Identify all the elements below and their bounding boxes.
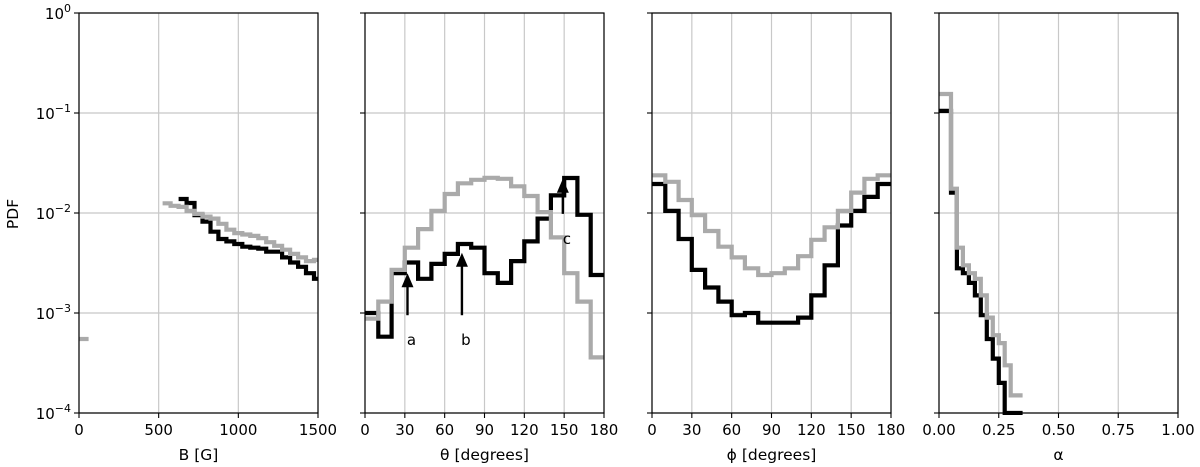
x-tick-label: 0.00 (922, 421, 955, 439)
x-axis-label: θ [degrees] (440, 446, 529, 464)
x-tick-label: 150 (550, 421, 579, 439)
x-tick-label: 1000 (219, 421, 257, 439)
series-black-1 (652, 181, 891, 325)
x-axis-label: α (1053, 446, 1063, 464)
x-tick-label: 500 (144, 421, 173, 439)
x-tick-label: 0.25 (982, 421, 1015, 439)
x-tick-label: 180 (877, 421, 906, 439)
x-tick-label: 60 (435, 421, 454, 439)
x-tick-label: 180 (590, 421, 619, 439)
x-tick-label: 0 (647, 421, 657, 439)
x-tick-label: 30 (682, 421, 701, 439)
panel-2: a b c 0 30 60 90 120 150 180 θ [degrees] (360, 12, 619, 464)
y-tick-label: 10−4 (36, 402, 71, 423)
y-tick-label: 100 (45, 2, 71, 23)
series-gray-2 (365, 175, 604, 360)
x-tick-label: 120 (510, 421, 539, 439)
arrow-head (455, 252, 468, 267)
y-tick-label: 10−1 (36, 102, 71, 123)
x-tick-label: 60 (722, 421, 741, 439)
y-axis-label: PDF (4, 199, 22, 229)
arrow-annotation-a: a (401, 273, 416, 349)
x-tick-label: 0 (74, 421, 84, 439)
y-tick-label: 10−2 (36, 202, 71, 223)
arrow-annotation-b: b (455, 252, 471, 349)
x-tick-label: 0 (360, 421, 370, 439)
arrow-head (556, 178, 569, 193)
annotation-label: c (563, 230, 571, 248)
x-tick-label: 90 (762, 421, 781, 439)
series-gray-2 (162, 201, 318, 264)
x-tick-label: 0.75 (1102, 421, 1135, 439)
annotation-label: b (461, 331, 471, 349)
annotation-label: a (407, 331, 416, 349)
series-gray-2 (652, 173, 891, 278)
panel-3: 0 30 60 90 120 150 180 ϕ [degrees] (647, 12, 906, 464)
panel-1: 0 500 1000 1500 100 10−1 10−2 10−3 10−4 B [G] (36, 2, 337, 464)
arrow-head (401, 273, 414, 288)
x-axis-label: B [G] (179, 446, 219, 464)
series-gray-2 (939, 91, 1023, 398)
panel-4: 0.00 0.25 0.50 0.75 1.00 α (922, 12, 1195, 464)
y-tick-label: 10−3 (36, 302, 71, 323)
x-axis-label: ϕ [degrees] (727, 446, 817, 464)
x-tick-label: 120 (797, 421, 826, 439)
arrow-annotation-c: c (556, 178, 571, 248)
x-tick-label: 1500 (299, 421, 337, 439)
x-tick-label: 90 (475, 421, 494, 439)
x-tick-label: 1.00 (1161, 421, 1194, 439)
x-tick-label: 30 (395, 421, 414, 439)
x-tick-label: 0.50 (1042, 421, 1075, 439)
x-tick-label: 150 (837, 421, 866, 439)
series-black-1 (178, 196, 318, 281)
